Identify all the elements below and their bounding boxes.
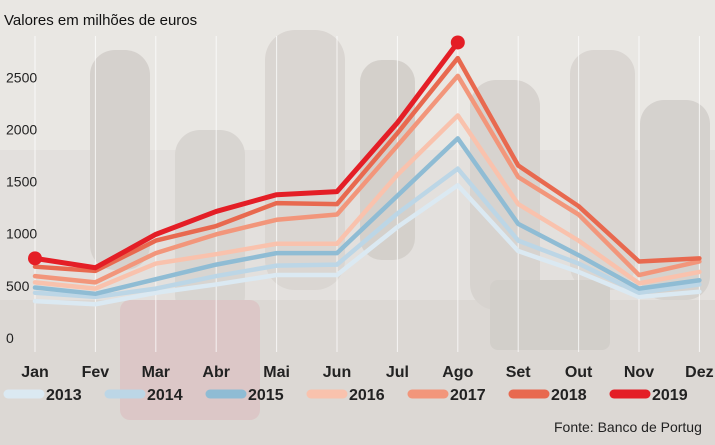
legend-item-2013: 2013 <box>3 387 82 404</box>
series-line-2013 <box>32 183 702 307</box>
series-line-2017 <box>32 73 702 285</box>
y-tick-label: 500 <box>6 278 30 294</box>
x-tick-label: Fev <box>82 364 110 381</box>
legend-label: 2013 <box>46 387 82 404</box>
series-line-2018 <box>32 55 702 274</box>
legend-item-2015: 2015 <box>205 387 284 404</box>
legend-item-2019: 2019 <box>609 387 688 404</box>
y-tick-label: 2000 <box>6 121 37 137</box>
y-tick-label: 1500 <box>6 174 37 190</box>
legend-label: 2015 <box>248 387 284 404</box>
series-line-2019 <box>32 39 461 271</box>
legend-item-2014: 2014 <box>104 387 183 404</box>
x-tick-label: Abr <box>202 364 230 381</box>
series-line-2015 <box>32 136 702 297</box>
legend-item-2017: 2017 <box>407 387 486 404</box>
legend-label: 2017 <box>450 387 486 404</box>
series-line-2016 <box>32 113 702 291</box>
x-tick-label: Ago <box>442 364 473 381</box>
legend-label: 2016 <box>349 387 385 404</box>
chart-subtitle: Valores em milhões de euros <box>4 12 198 29</box>
x-tick-label: Dez <box>685 364 713 381</box>
x-tick-label: Out <box>565 364 593 381</box>
x-tick-label: Mai <box>263 364 290 381</box>
x-tick-label: Jul <box>386 364 409 381</box>
x-tick-label: Set <box>506 364 532 381</box>
x-tick-label: Jan <box>21 364 49 381</box>
series-point-start <box>28 251 42 266</box>
x-tick-label: Jun <box>323 364 351 381</box>
series-point-end <box>450 35 465 50</box>
legend-label: 2014 <box>147 387 183 404</box>
legend-item-2018: 2018 <box>508 387 587 404</box>
legend-item-2016: 2016 <box>306 387 385 404</box>
legend-label: 2019 <box>652 387 688 404</box>
series-line-2014 <box>32 166 702 300</box>
legend-label: 2018 <box>551 387 587 404</box>
y-tick-label: 0 <box>6 330 14 346</box>
x-tick-label: Nov <box>624 364 654 381</box>
source-note: Fonte: Banco de Portug <box>554 419 702 435</box>
y-tick-label: 1000 <box>6 226 37 242</box>
y-tick-label: 2500 <box>6 69 37 85</box>
x-tick-label: Mar <box>142 364 170 381</box>
